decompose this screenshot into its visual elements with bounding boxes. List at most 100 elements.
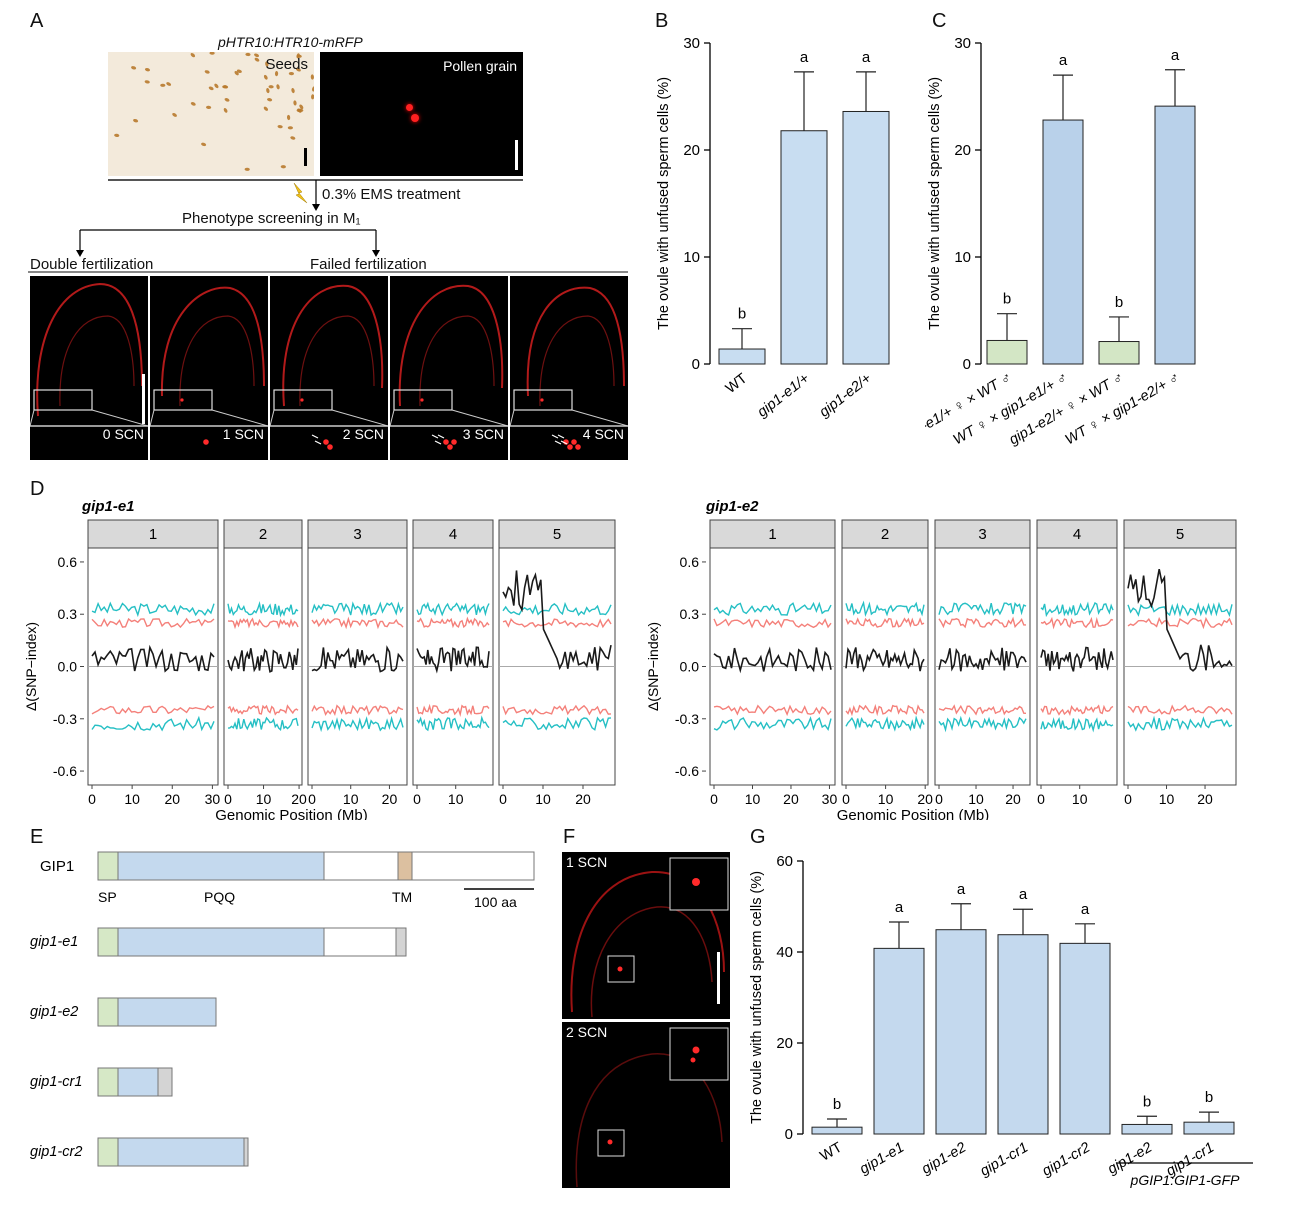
sperm-nucleus [327,444,333,450]
y-tick-label: 0.6 [58,554,78,570]
ovule-image-1scn: 1 SCN [562,852,730,1019]
inset-line [331,409,388,427]
sp-domain [97,927,119,957]
sperm-nucleus [180,398,184,402]
ovule-image: 3 SCN [390,276,508,460]
seed [277,125,283,129]
threshold-95-upper [1127,616,1233,630]
ovule-integument [398,284,504,407]
sp-domain [97,997,119,1027]
inset-line [270,409,275,427]
protein-name: GIP1 [40,858,74,875]
significance-letter: a [862,49,871,66]
facet-strip [223,519,303,549]
x-tick-label: 0 [710,791,718,807]
scn-label: 2 SCN [566,1024,608,1040]
x-tick-label: 10 [968,791,984,807]
sperm-nucleus [203,439,209,445]
seed [244,167,250,171]
seed [287,126,293,130]
ovule-image: 4 SCN [510,276,628,460]
arrowhead [554,440,562,445]
domain-label-tm: TM [392,889,412,905]
delta-snp-index [713,646,832,674]
delta-snp-index [227,648,299,673]
delta-snp-index [1127,569,1233,672]
arrowhead [431,434,439,439]
scn-label: 0 SCN [103,426,144,442]
y-tick-label: 20 [683,142,700,159]
scale-bar [142,374,145,424]
x-tick-label: 0 [224,791,232,807]
seed [286,114,291,121]
allele-name: gip1-e1 [30,934,78,950]
facet-strip [412,519,494,549]
bar [1183,1121,1235,1135]
x-tick-label: 20 [783,791,799,807]
bar [1154,105,1196,365]
protein-backbone [323,927,397,957]
seed [144,68,151,72]
scn-label: 3 SCN [463,426,504,442]
sperm-nucleus [447,444,453,450]
chart-g: 0 20 40 60 The ovule with unfused sperm cell… [749,853,1253,1188]
ovule-inner-integument [179,315,255,407]
threshold-95-upper [845,617,925,628]
threshold-95-upper [227,617,299,630]
delta-snp-index [845,647,925,673]
threshold-99-lower [416,715,490,732]
scn-label: 1 SCN [566,854,608,870]
threshold-95-upper [938,616,1026,629]
y-tick-label: 0 [692,356,700,373]
bar [873,947,925,1135]
panel-e-letter: E [30,826,44,848]
significance-letter: a [1019,886,1028,903]
seed [190,53,196,58]
inset-line [510,409,515,427]
seed [293,100,297,106]
sperm-nucleus [451,439,457,445]
category-label: WT [817,1140,845,1165]
seed [209,52,215,55]
y-tick-label: 0 [785,1126,793,1143]
facet-strip [307,519,408,549]
threshold-95-upper [713,618,832,629]
ovule-inner-integument [59,315,135,407]
ovule-inner-integument [299,315,375,407]
threshold-99-lower [1040,716,1114,733]
threshold-95-upper [311,616,404,630]
frameshift-tail [243,1137,249,1167]
ovule-image: 0 SCN [30,276,148,460]
threshold-99-lower [845,715,925,732]
ovule-inner-integument [539,315,615,407]
sperm-nucleus [406,104,413,111]
x-tick-label: 20 [575,791,591,807]
threshold-99-upper [845,600,925,617]
sperm-nucleus [300,398,304,402]
bar [842,110,890,365]
bar [780,130,828,365]
inset-box [393,389,453,411]
arrowhead [437,434,445,439]
delta-snp-index [416,646,490,674]
threshold-99-upper [938,601,1027,617]
x-tick-label: 0 [842,791,850,807]
significance-letter: b [833,1096,841,1113]
failed-fertilization-label: Failed fertilization [310,256,427,273]
sperm-nucleus [540,398,544,402]
bar [1098,341,1140,365]
y-tick-label: 30 [954,35,971,52]
inset-line [390,409,395,427]
facet-strip [1036,519,1118,549]
sperm-nucleus [411,114,419,122]
arrowhead [434,440,442,445]
inset-box [153,389,213,411]
category-label: gip1-e1 [857,1140,907,1178]
pqq-domain [117,1137,245,1167]
x-tick-label: 20 [164,791,180,807]
domain-label-sp: SP [98,889,117,905]
facet-strip [1123,519,1237,549]
category-label: WT [723,370,751,397]
facet-label: 2 [881,526,889,543]
threshold-99-lower [227,716,299,732]
